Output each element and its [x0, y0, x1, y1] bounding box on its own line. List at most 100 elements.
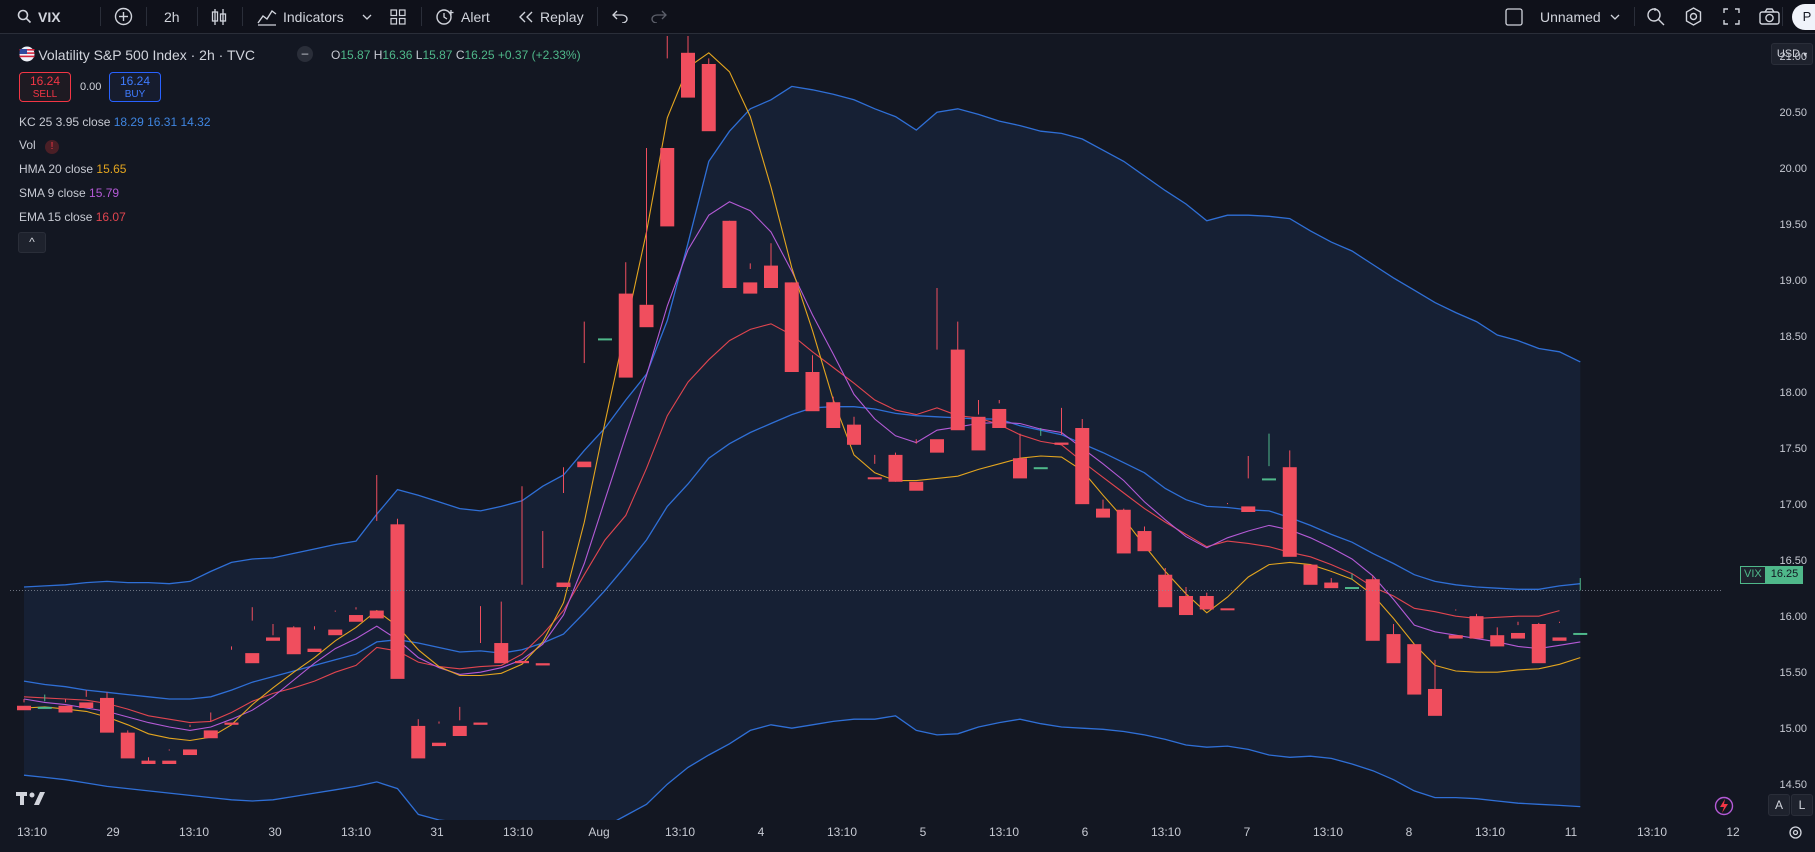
- sell-price: 16.24: [29, 74, 61, 88]
- time-tick-label: Aug: [588, 825, 610, 839]
- vol-legend[interactable]: Vol !: [19, 138, 60, 154]
- time-tick-label: 13:10: [16, 825, 48, 839]
- candle-body: [1179, 596, 1193, 616]
- candle-body: [328, 629, 343, 636]
- layout-checkbox[interactable]: [1505, 0, 1523, 33]
- plus-circle-icon: [114, 7, 133, 26]
- candle-body: [286, 627, 301, 655]
- candle-body: [556, 582, 571, 588]
- buy-button[interactable]: 16.24 BUY: [109, 72, 161, 102]
- candle-body: [598, 338, 612, 341]
- kc-lower-value: 14.32: [180, 115, 211, 129]
- sma-name: SMA 9 close: [19, 186, 86, 200]
- time-tick-label: 7: [1243, 825, 1251, 839]
- symbol-legend[interactable]: Volatility S&P 500 Index · 2h · TVC: [19, 46, 255, 63]
- indicators-dropdown[interactable]: [362, 0, 372, 33]
- undo-button[interactable]: [612, 0, 628, 33]
- time-tick-label: 13:10: [1636, 825, 1668, 839]
- candle-body: [950, 349, 965, 431]
- change-value: +0.37 (+2.33%): [497, 48, 581, 62]
- legend-more-button[interactable]: –: [297, 46, 313, 62]
- price-tick-label: 16.00: [1779, 611, 1807, 624]
- candles-icon: [211, 8, 227, 26]
- price-tick-label: 19.00: [1779, 275, 1807, 288]
- currency-label: USD: [1776, 48, 1801, 60]
- quick-search-button[interactable]: [1646, 0, 1665, 33]
- templates-button[interactable]: [390, 0, 406, 33]
- candle-body: [203, 730, 218, 739]
- price-scale[interactable]: USD ▾ 21.00 20.50 20.00 19.50 19.00 18.50 18.0…: [1768, 36, 1815, 820]
- candle-body: [183, 749, 197, 756]
- layout-name-button[interactable]: Unnamed: [1540, 0, 1601, 33]
- candle-body: [722, 220, 737, 288]
- chart-type-button[interactable]: [211, 0, 227, 33]
- snapshot-button[interactable]: [1759, 0, 1780, 33]
- profile-initial: P: [1792, 3, 1815, 30]
- time-tick-label: 13:10: [664, 825, 696, 839]
- alert-button[interactable]: Alert: [435, 0, 490, 33]
- layout-dropdown[interactable]: [1610, 0, 1620, 33]
- indicators-button[interactable]: Indicators: [257, 0, 344, 33]
- candle-body: [245, 653, 260, 664]
- time-tick-label: 13:10: [1150, 825, 1182, 839]
- interval-button[interactable]: 2h: [164, 0, 180, 33]
- collapse-legend-button[interactable]: ^: [18, 232, 46, 253]
- candle-body: [390, 524, 405, 679]
- gear-icon: [1788, 826, 1803, 844]
- price-chart[interactable]: [10, 36, 1770, 820]
- last-price-symbol: VIX: [1740, 566, 1766, 584]
- symbol-search[interactable]: VIX: [17, 0, 61, 33]
- candle-body: [1511, 632, 1525, 639]
- candle-body: [100, 697, 114, 733]
- last-price-value: 16.25: [1765, 566, 1804, 584]
- candle-body: [1573, 632, 1588, 635]
- candle-body: [1324, 582, 1339, 589]
- square-icon: [1505, 7, 1523, 26]
- rewind-icon: [517, 11, 534, 23]
- symbol-label: VIX: [38, 8, 61, 25]
- candle-body: [349, 615, 363, 622]
- candle-body: [1220, 608, 1235, 611]
- ohlc-values: O15.87 H16.36 L15.87 C16.25 +0.37 (+2.33…: [331, 48, 581, 62]
- ema-value: 16.07: [95, 210, 126, 224]
- camera-icon: [1759, 8, 1780, 25]
- candle-body: [1365, 579, 1380, 641]
- price-tick-label: 16.50: [1779, 555, 1807, 568]
- log-scale-button[interactable]: L: [1791, 794, 1813, 816]
- settings-button[interactable]: [1684, 0, 1703, 33]
- sell-button[interactable]: 16.24 SELL: [19, 72, 71, 102]
- candle-body: [79, 702, 94, 708]
- tradingview-logo[interactable]: [16, 790, 48, 811]
- redo-button[interactable]: [651, 0, 667, 33]
- time-settings-button[interactable]: [1788, 825, 1803, 845]
- sma-value: 15.79: [89, 186, 120, 200]
- ema-legend[interactable]: EMA 15 close 16.07: [19, 210, 126, 224]
- price-tick-label: 19.50: [1779, 219, 1807, 232]
- candle-body: [1303, 564, 1318, 585]
- candle-body: [1448, 635, 1463, 639]
- time-tick-label: 13:10: [826, 825, 858, 839]
- sma-legend[interactable]: SMA 9 close 15.79: [19, 186, 119, 200]
- compare-button[interactable]: [114, 0, 133, 33]
- candle-body: [120, 732, 135, 759]
- candle-body: [307, 648, 322, 652]
- profile-button[interactable]: P: [1792, 0, 1815, 33]
- hma-legend[interactable]: HMA 20 close 15.65: [19, 162, 126, 176]
- kc-legend[interactable]: KC 25 3.95 close 18.29 16.31 14.32: [19, 115, 211, 129]
- time-tick-label: 8: [1405, 825, 1413, 839]
- currency-button[interactable]: USD ▾: [1771, 43, 1813, 65]
- kc-mid-value: 16.31: [147, 115, 178, 129]
- lightning-icon[interactable]: [1714, 796, 1734, 821]
- replay-button[interactable]: Replay: [517, 0, 584, 33]
- time-tick-label: 13:10: [1312, 825, 1344, 839]
- auto-scale-button[interactable]: A: [1768, 794, 1790, 816]
- candle-body: [1199, 596, 1214, 610]
- auto-scale-label: A: [1774, 798, 1783, 812]
- price-tick-label: 20.50: [1779, 107, 1807, 120]
- candle-body: [867, 477, 882, 480]
- hma-value: 15.65: [96, 162, 127, 176]
- interval-label: 2h: [164, 8, 180, 25]
- fullscreen-button[interactable]: [1723, 0, 1740, 33]
- replay-label: Replay: [540, 8, 584, 25]
- keltner-lower-line: [23, 715, 1581, 820]
